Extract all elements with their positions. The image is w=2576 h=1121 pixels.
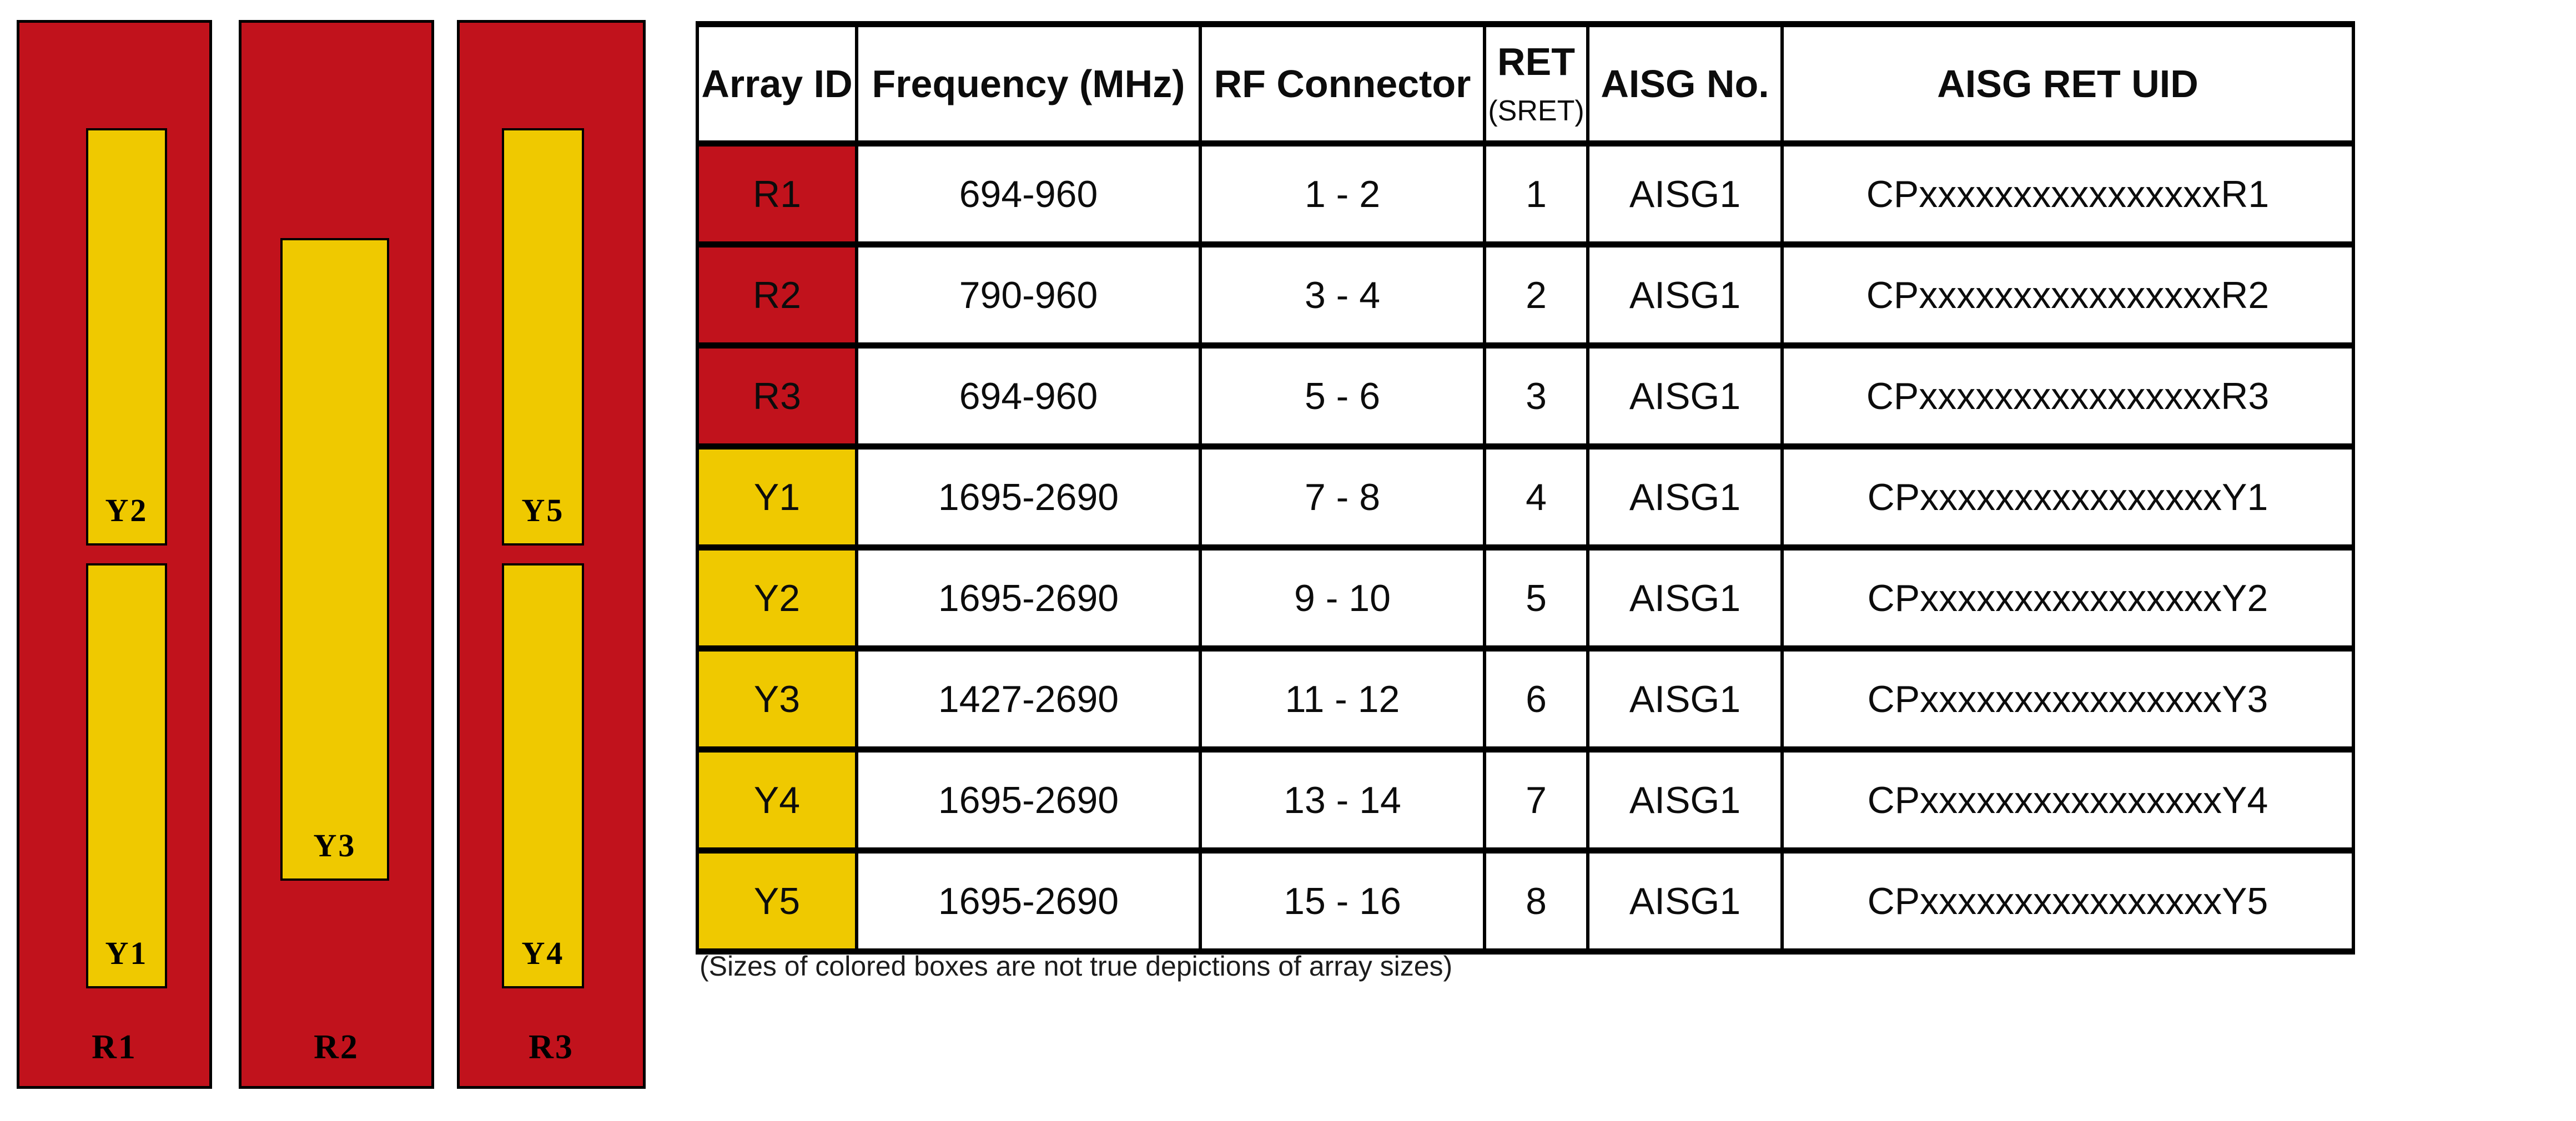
cell-aisg-no: AISG1 [1586, 746, 1784, 854]
cell-aisg-no: AISG1 [1586, 847, 1784, 955]
array-box-label-y2: Y2 [105, 492, 148, 528]
cell-frequency: 1695-2690 [855, 746, 1202, 854]
array-spec-table: Array ID Frequency (MHz) RF Connector RE… [696, 21, 2355, 955]
cell-ret: 2 [1483, 241, 1589, 349]
array-box-y3: Y3 [280, 238, 389, 881]
cell-frequency: 1427-2690 [855, 645, 1202, 753]
table-row: R2 790-960 3 - 4 2 AISG1 CPxxxxxxxxxxxxx… [696, 241, 2355, 349]
table-row: R1 694-960 1 - 2 1 AISG1 CPxxxxxxxxxxxxx… [696, 140, 2355, 248]
cell-rf-connector: 15 - 16 [1199, 847, 1486, 955]
cell-aisg-ret-uid: CPxxxxxxxxxxxxxxxxR2 [1780, 241, 2355, 349]
cell-array-id: Y4 [696, 746, 858, 854]
cell-array-id: Y5 [696, 847, 858, 955]
array-outline-r3: Y5 Y4 R3 [457, 20, 646, 1089]
header-sret-label: (SRET) [1488, 94, 1584, 127]
cell-aisg-no: AISG1 [1586, 342, 1784, 450]
array-box-label-y4: Y4 [521, 935, 565, 971]
cell-rf-connector: 11 - 12 [1199, 645, 1486, 753]
cell-frequency: 1695-2690 [855, 544, 1202, 652]
ret-header-stack: RET (SRET) [1488, 31, 1584, 138]
header-frequency: Frequency (MHz) [855, 21, 1202, 147]
cell-ret: 8 [1483, 847, 1589, 955]
array-box-y4: Y4 [502, 563, 584, 988]
array-box-y1: Y1 [86, 563, 167, 988]
array-box-y5: Y5 [502, 128, 584, 546]
cell-array-id: Y3 [696, 645, 858, 753]
header-aisg-no: AISG No. [1586, 21, 1784, 147]
cell-aisg-ret-uid: CPxxxxxxxxxxxxxxxxY5 [1780, 847, 2355, 955]
cell-rf-connector: 5 - 6 [1199, 342, 1486, 450]
table-row: Y2 1695-2690 9 - 10 5 AISG1 CPxxxxxxxxxx… [696, 544, 2355, 652]
header-ret-label: RET [1497, 40, 1575, 84]
cell-rf-connector: 7 - 8 [1199, 443, 1486, 551]
array-outline-r2: Y3 R2 [239, 20, 434, 1089]
cell-aisg-no: AISG1 [1586, 645, 1784, 753]
cell-ret: 5 [1483, 544, 1589, 652]
table-row: Y4 1695-2690 13 - 14 7 AISG1 CPxxxxxxxxx… [696, 746, 2355, 854]
cell-ret: 7 [1483, 746, 1589, 854]
cell-aisg-no: AISG1 [1586, 140, 1784, 248]
array-box-label-y3: Y3 [313, 827, 356, 864]
table-row: Y1 1695-2690 7 - 8 4 AISG1 CPxxxxxxxxxxx… [696, 443, 2355, 551]
cell-ret: 3 [1483, 342, 1589, 450]
cell-array-id: R3 [696, 342, 858, 450]
array-box-label-y1: Y1 [105, 935, 148, 971]
diagram-footnote: (Sizes of colored boxes are not true dep… [700, 951, 1453, 982]
cell-aisg-no: AISG1 [1586, 443, 1784, 551]
cell-frequency: 694-960 [855, 342, 1202, 450]
table-row: R3 694-960 5 - 6 3 AISG1 CPxxxxxxxxxxxxx… [696, 342, 2355, 450]
array-outline-r1: Y2 Y1 R1 [17, 20, 212, 1089]
array-outline-label-r2: R2 [314, 1028, 359, 1066]
cell-ret: 1 [1483, 140, 1589, 248]
array-box-y2: Y2 [86, 128, 167, 546]
header-rf-connector: RF Connector [1199, 21, 1486, 147]
array-box-label-y5: Y5 [521, 492, 565, 528]
cell-ret: 4 [1483, 443, 1589, 551]
cell-aisg-ret-uid: CPxxxxxxxxxxxxxxxxY4 [1780, 746, 2355, 854]
cell-rf-connector: 1 - 2 [1199, 140, 1486, 248]
cell-aisg-ret-uid: CPxxxxxxxxxxxxxxxxY2 [1780, 544, 2355, 652]
cell-frequency: 1695-2690 [855, 443, 1202, 551]
cell-array-id: R1 [696, 140, 858, 248]
cell-aisg-no: AISG1 [1586, 241, 1784, 349]
table-row: Y3 1427-2690 11 - 12 6 AISG1 CPxxxxxxxxx… [696, 645, 2355, 753]
spec-table-header: Array ID Frequency (MHz) RF Connector RE… [696, 21, 2355, 147]
cell-array-id: Y2 [696, 544, 858, 652]
header-row: Array ID Frequency (MHz) RF Connector RE… [696, 21, 2355, 147]
cell-frequency: 790-960 [855, 241, 1202, 349]
cell-rf-connector: 13 - 14 [1199, 746, 1486, 854]
array-outline-label-r1: R1 [92, 1028, 137, 1066]
cell-aisg-ret-uid: CPxxxxxxxxxxxxxxxxY3 [1780, 645, 2355, 753]
spec-table-body: R1 694-960 1 - 2 1 AISG1 CPxxxxxxxxxxxxx… [696, 140, 2355, 955]
cell-aisg-ret-uid: CPxxxxxxxxxxxxxxxxR1 [1780, 140, 2355, 248]
header-ret: RET (SRET) [1483, 21, 1589, 147]
cell-ret: 6 [1483, 645, 1589, 753]
cell-aisg-ret-uid: CPxxxxxxxxxxxxxxxxY1 [1780, 443, 2355, 551]
cell-frequency: 1695-2690 [855, 847, 1202, 955]
cell-array-id: Y1 [696, 443, 858, 551]
cell-frequency: 694-960 [855, 140, 1202, 248]
array-outline-label-r3: R3 [529, 1028, 574, 1066]
cell-rf-connector: 9 - 10 [1199, 544, 1486, 652]
cell-array-id: R2 [696, 241, 858, 349]
header-array-id: Array ID [696, 21, 858, 147]
cell-rf-connector: 3 - 4 [1199, 241, 1486, 349]
cell-aisg-no: AISG1 [1586, 544, 1784, 652]
header-aisg-ret-uid: AISG RET UID [1780, 21, 2355, 147]
table-row: Y5 1695-2690 15 - 16 8 AISG1 CPxxxxxxxxx… [696, 847, 2355, 955]
cell-aisg-ret-uid: CPxxxxxxxxxxxxxxxxR3 [1780, 342, 2355, 450]
